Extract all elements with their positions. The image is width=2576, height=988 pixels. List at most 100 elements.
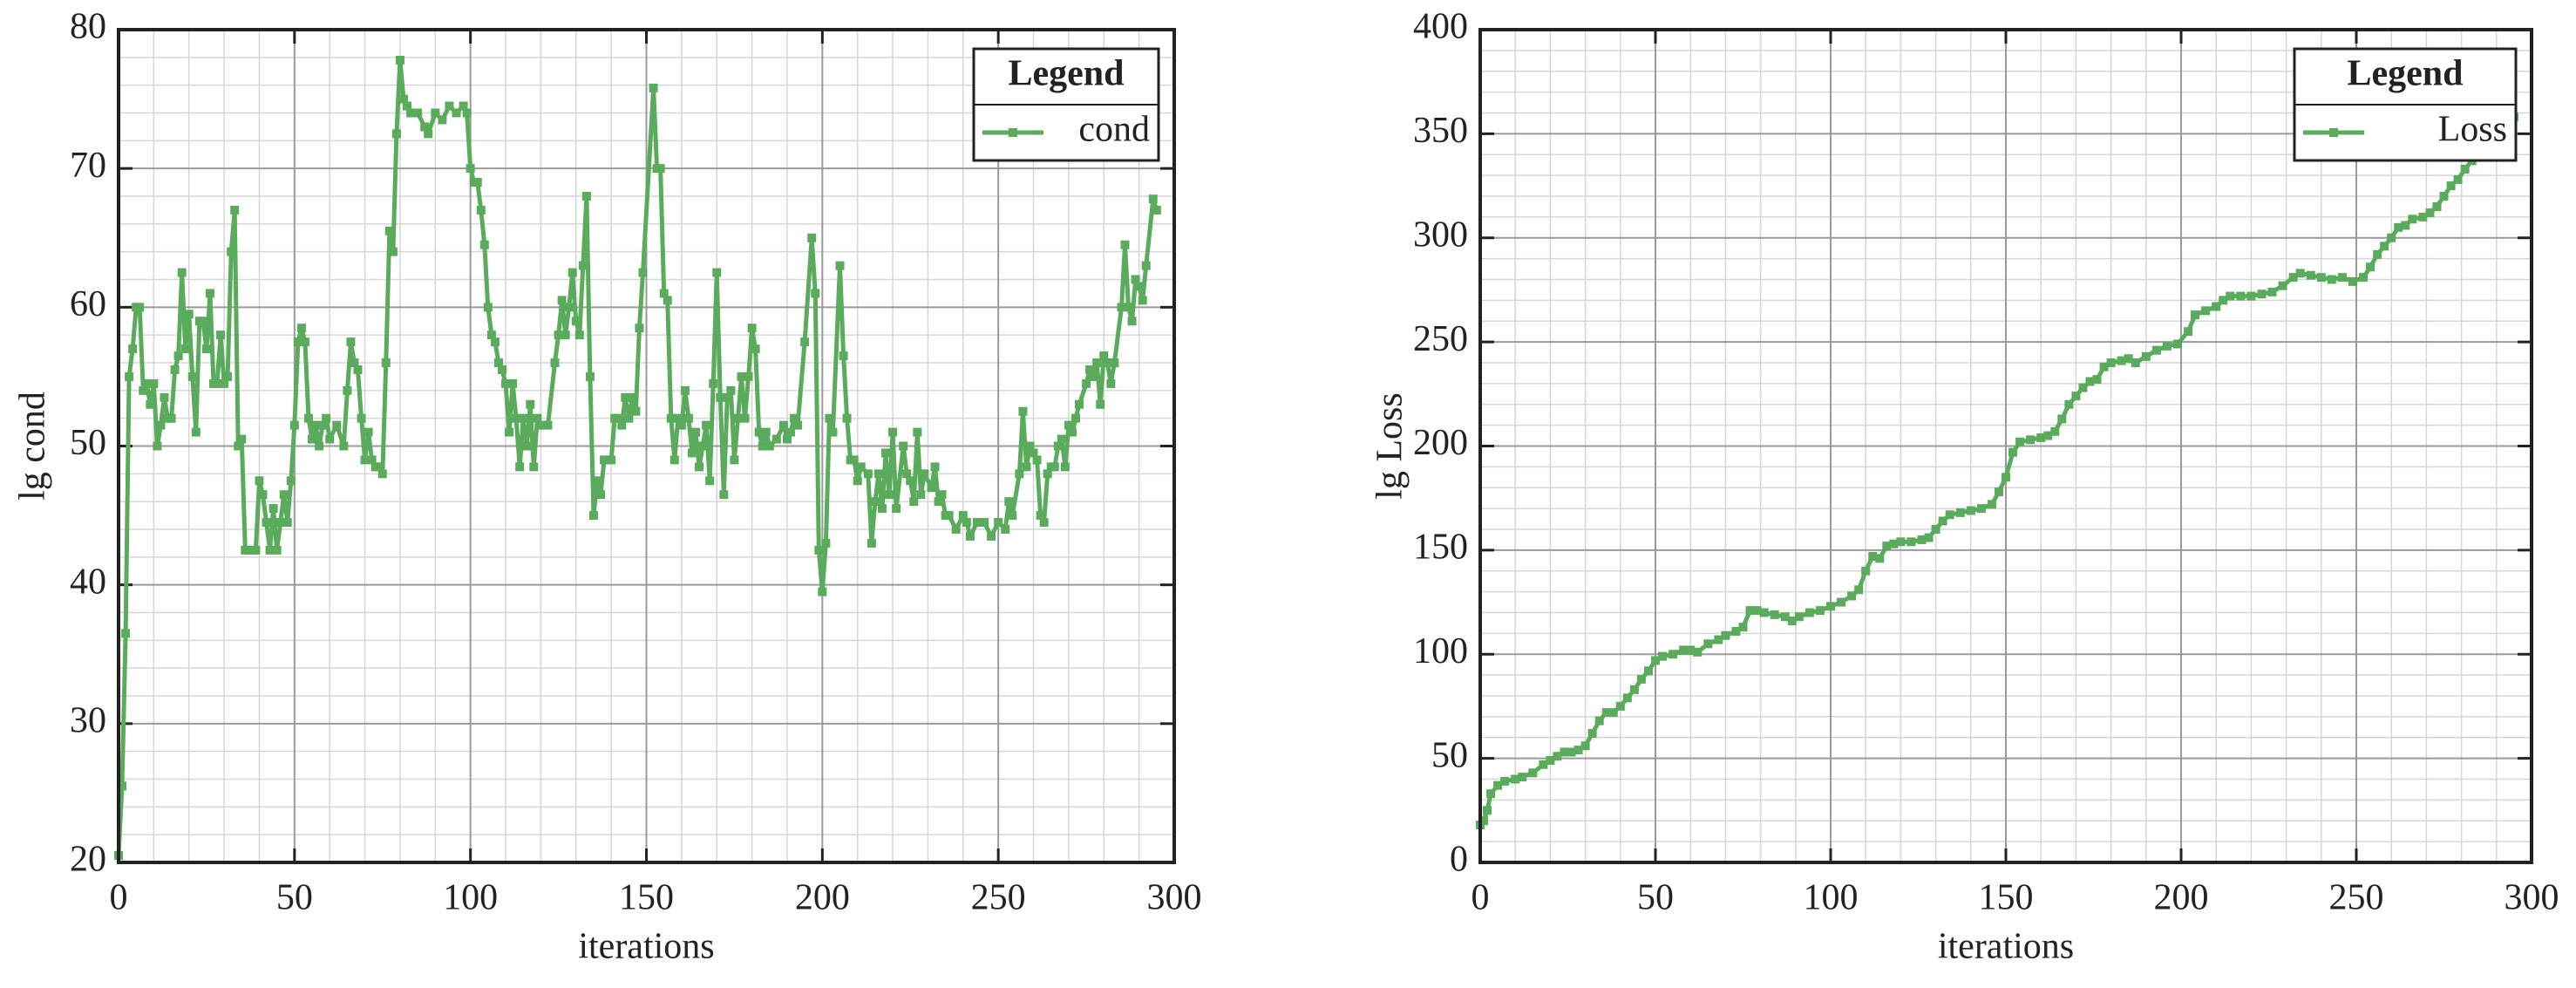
data-point — [536, 420, 546, 430]
data-point — [201, 344, 211, 354]
data-point — [1075, 399, 1084, 409]
data-point — [125, 371, 134, 381]
data-point — [1057, 434, 1066, 444]
data-point — [490, 337, 500, 347]
data-point — [786, 427, 796, 437]
data-point — [666, 413, 676, 423]
data-point — [1714, 635, 1723, 644]
data-point — [543, 420, 553, 430]
data-point — [561, 330, 570, 340]
data-point — [1060, 462, 1070, 472]
data-point — [842, 413, 852, 423]
data-point — [726, 385, 736, 395]
data-point — [2226, 291, 2235, 301]
data-point — [557, 296, 567, 305]
data-point — [2172, 339, 2182, 349]
data-point — [1015, 469, 1024, 479]
data-point — [691, 427, 701, 437]
x-tick-label: 100 — [1804, 878, 1859, 918]
data-point — [237, 434, 247, 444]
data-point — [1022, 462, 1031, 472]
y-tick-label: 100 — [1413, 631, 1468, 671]
data-point — [452, 108, 461, 118]
data-point — [1924, 533, 1934, 542]
data-point — [1731, 626, 1741, 636]
data-point — [614, 413, 623, 423]
data-point — [2085, 377, 2095, 386]
x-tick-label: 250 — [2329, 878, 2384, 918]
data-point — [1553, 752, 1562, 761]
data-point — [698, 441, 708, 451]
data-point — [916, 490, 926, 500]
x-tick-label: 150 — [619, 878, 674, 918]
data-point — [497, 365, 506, 374]
data-point — [420, 122, 430, 132]
data-point — [2043, 431, 2053, 440]
data-point — [406, 108, 416, 118]
data-point — [170, 365, 180, 374]
data-point — [2201, 306, 2211, 316]
data-point — [529, 462, 539, 472]
y-tick-label: 50 — [70, 423, 106, 463]
y-tick-label: 40 — [70, 562, 106, 602]
data-line — [1478, 116, 2517, 827]
data-point — [180, 344, 190, 354]
data-point — [398, 94, 408, 104]
data-point — [740, 413, 750, 423]
data-point — [1643, 666, 1653, 676]
data-point — [1693, 647, 1703, 657]
data-point — [268, 504, 278, 514]
data-point — [1110, 358, 1119, 367]
data-point — [1043, 469, 1052, 479]
data-point — [709, 378, 718, 388]
data-point — [339, 441, 349, 451]
x-tick-label: 0 — [110, 878, 128, 918]
data-point — [1092, 358, 1102, 367]
data-point — [730, 455, 739, 465]
data-point — [2141, 351, 2151, 361]
plot-frame — [1478, 28, 2533, 864]
data-point — [1528, 768, 1538, 778]
data-point — [1738, 623, 1748, 632]
data-point — [592, 476, 602, 486]
data-point — [1096, 399, 1105, 409]
data-point — [364, 427, 373, 437]
data-point — [1854, 585, 1864, 595]
data-point — [2306, 270, 2315, 280]
y-axis-label: lg cond — [13, 392, 53, 501]
x-tick-label: 200 — [795, 878, 850, 918]
chart-panel: 0 50 100 150 200 250 300 20 30 40 50 60 70 80 iteratio… — [13, 7, 1202, 967]
data-point — [2099, 362, 2109, 371]
data-point — [2337, 273, 2347, 283]
x-axis-label: iterations — [1938, 927, 2074, 967]
data-point — [2131, 358, 2140, 367]
data-point — [965, 531, 975, 541]
data-point — [391, 129, 401, 139]
data-point — [853, 476, 862, 486]
data-point — [1064, 420, 1073, 430]
data-point — [631, 406, 641, 416]
data-point — [255, 476, 264, 486]
data-point — [994, 518, 1003, 528]
data-point — [311, 420, 321, 430]
data-point — [1587, 728, 1597, 738]
data-point — [790, 413, 799, 423]
data-point — [1546, 756, 1555, 766]
data-point — [927, 483, 936, 493]
data-point — [300, 337, 309, 347]
data-point — [121, 629, 131, 638]
data-point — [617, 420, 627, 430]
data-point — [574, 330, 584, 340]
data-point — [1089, 371, 1098, 381]
data-point — [173, 351, 183, 361]
chart-panel: 0 50 100 150 200 250 300 0 50 100 150 200 250 300 350 4… — [1370, 7, 2559, 967]
data-point — [673, 413, 683, 423]
data-point — [807, 233, 817, 242]
data-point — [1518, 773, 1527, 782]
data-point — [153, 441, 162, 451]
data-point — [1896, 537, 1906, 547]
data-point — [761, 427, 771, 437]
y-tick-label: 50 — [1431, 735, 1468, 775]
data-point — [191, 427, 201, 437]
legend-title: Legend — [1008, 54, 1124, 94]
